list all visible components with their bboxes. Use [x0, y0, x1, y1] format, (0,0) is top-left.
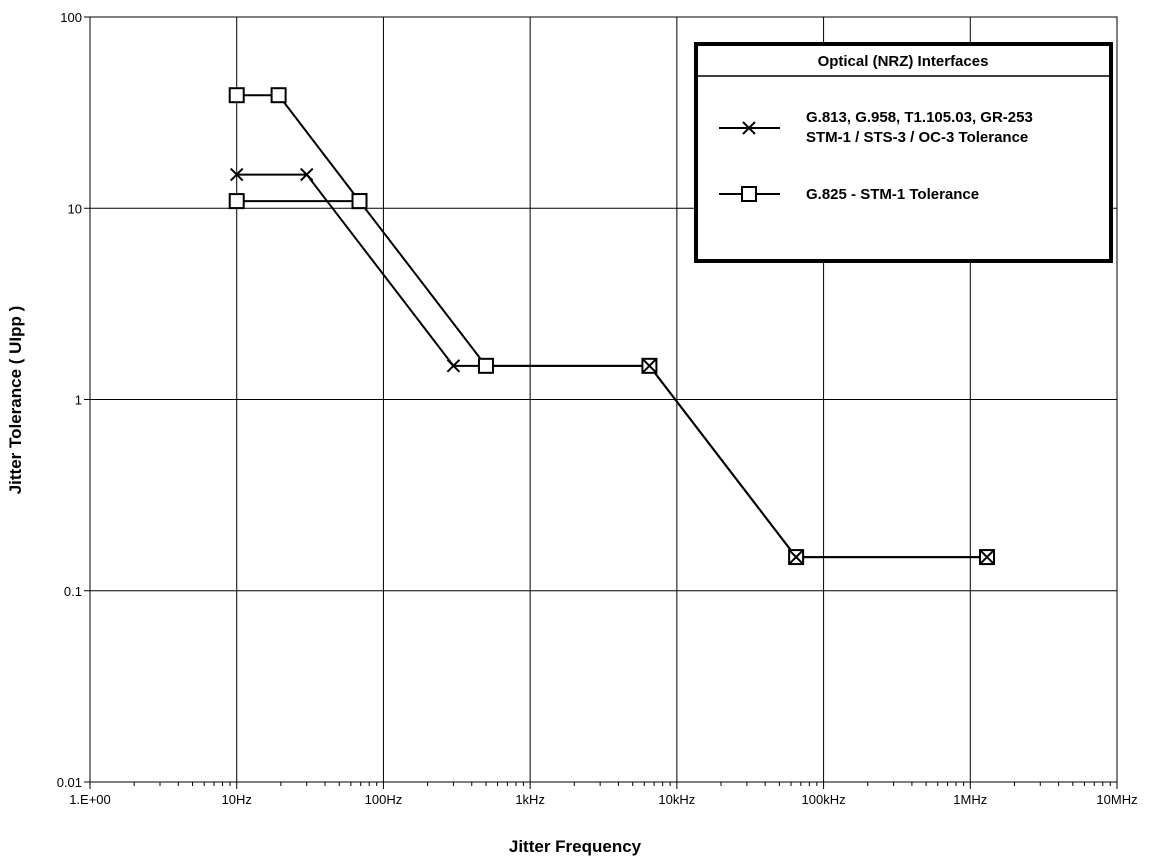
legend: Optical (NRZ) Interfaces G.813, G.958, T…	[694, 42, 1113, 263]
y-tick-label: 10	[68, 201, 82, 216]
x-marker-stroke	[742, 121, 756, 135]
x-tick-label: 1kHz	[515, 792, 545, 807]
y-tick-label: 0.01	[57, 775, 82, 790]
series-2-point	[228, 87, 245, 104]
series-layer	[228, 87, 996, 566]
series-1-point	[300, 167, 314, 182]
axis-ticks: 1.E+00 10Hz 100Hz 1kHz 10kHz 100kHz 1MHz 10MHz 0…	[57, 10, 1138, 807]
series-2-point	[351, 193, 368, 210]
x-tick-label: 100kHz	[802, 792, 846, 807]
x-tick-label: 10kHz	[658, 792, 695, 807]
legend-box	[694, 42, 1113, 263]
legend-marker-2	[741, 186, 757, 202]
x-marker-stroke	[300, 167, 314, 182]
x-marker-stroke	[230, 167, 244, 182]
x-marker-stroke	[446, 359, 461, 373]
y-axis-title: Jitter Tolerance ( UIpp )	[6, 306, 25, 495]
y-tick-label: 100	[60, 10, 82, 25]
series-1-point	[980, 550, 994, 564]
grid-lines	[89, 16, 1118, 783]
legend-title: Optical (NRZ) Interfaces	[818, 53, 989, 70]
legend-label-1: G.813, G.958, T1.105.03, GR-253	[806, 109, 1033, 126]
series-2-point	[270, 87, 287, 104]
legend-label-1: STM-1 / STS-3 / OC-3 Tolerance	[806, 129, 1028, 146]
x-tick-label: 10Hz	[222, 792, 252, 807]
x-axis-title: Jitter Frequency	[509, 837, 642, 856]
x-tick-label: 1.E+00	[69, 792, 111, 807]
y-tick-label: 0.1	[64, 584, 82, 599]
series-1-point	[446, 359, 461, 373]
x-tick-label: 10MHz	[1096, 792, 1137, 807]
x-marker-stroke	[980, 550, 994, 564]
legend-items: G.813, G.958, T1.105.03, GR-253 STM-1 / S…	[719, 109, 1033, 203]
series-2-point	[477, 357, 494, 374]
x-tick-label: 100Hz	[365, 792, 403, 807]
x-tick-label: 1MHz	[953, 792, 987, 807]
series-2-point	[228, 193, 245, 210]
legend-label-2: G.825 - STM-1 Tolerance	[806, 186, 979, 203]
series-1-point	[642, 359, 657, 373]
series-1-point	[230, 167, 244, 182]
x-marker-stroke	[642, 359, 657, 373]
y-tick-label: 1	[75, 393, 82, 408]
series-1-point	[789, 550, 803, 564]
legend-marker-1	[742, 121, 756, 135]
x-marker-stroke	[789, 550, 803, 564]
